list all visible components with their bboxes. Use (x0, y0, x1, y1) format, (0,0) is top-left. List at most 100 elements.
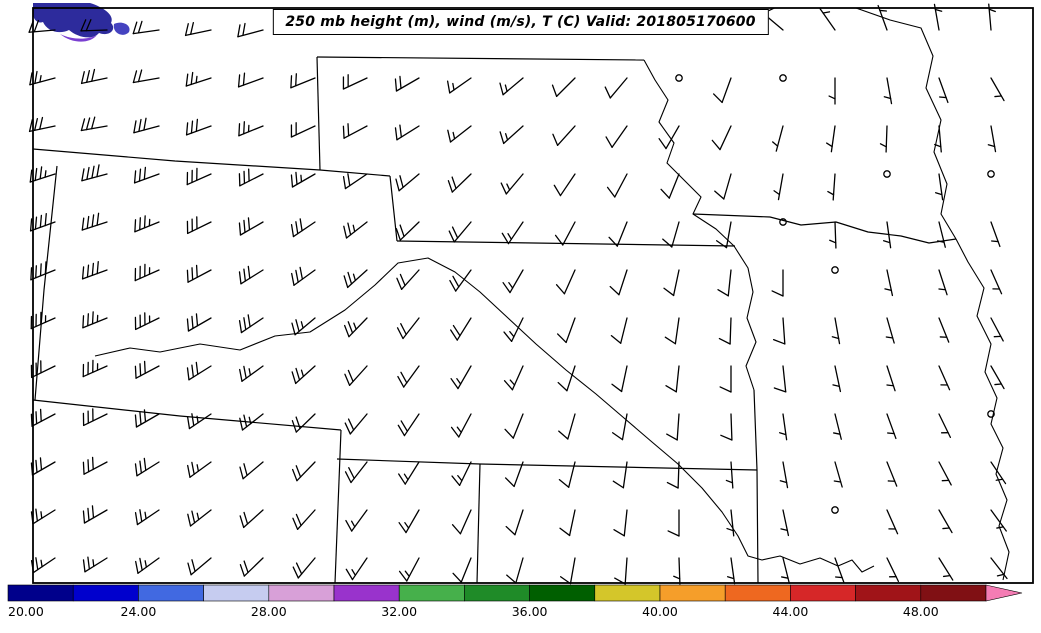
colorbar-segment-34 (464, 584, 530, 602)
wind-barb (499, 125, 524, 145)
state-boundary-co-ks-west (334, 429, 342, 584)
wind-barb (238, 314, 264, 334)
wind-barb (829, 221, 837, 249)
wind-barb (237, 22, 264, 38)
wind-barb (658, 125, 680, 150)
colorbar-segment-38 (594, 584, 661, 602)
wind-barb (290, 218, 316, 238)
wind-barb (80, 116, 108, 132)
wind-barb (937, 221, 946, 248)
wind-barb (343, 317, 368, 338)
wind-barb (135, 557, 160, 574)
wind-barb (30, 557, 56, 574)
wind-barb (290, 171, 316, 188)
wind-barb (134, 509, 160, 526)
wind-barb (827, 173, 836, 201)
wind-barb (612, 413, 628, 441)
wind-barb (877, 4, 888, 31)
wind-barb (504, 461, 524, 488)
wind-barb (505, 509, 524, 536)
wind-barb (667, 509, 680, 537)
wind-barb (990, 461, 1007, 485)
wind-barb (990, 317, 1004, 342)
wind-barb (833, 413, 842, 440)
wind-barb (987, 125, 997, 153)
wind-barb (81, 212, 108, 231)
wind-barb (134, 360, 160, 379)
wind-barb (556, 317, 576, 344)
wind-barb (447, 173, 472, 193)
wind-barb (558, 413, 576, 440)
wind-barb (344, 365, 368, 386)
wind-barb (184, 21, 212, 37)
wind-barb (82, 311, 108, 329)
wind-barb (290, 122, 316, 138)
wind-barb (397, 413, 420, 437)
wind-barb (559, 509, 576, 537)
wind-barb (187, 557, 212, 576)
wind-barb (990, 509, 1007, 532)
map-frame (32, 7, 1034, 584)
wind-barb (499, 77, 524, 96)
calm-circle (779, 218, 787, 226)
wind-barb (291, 413, 316, 433)
wind-barb (239, 413, 264, 431)
wind-barb (665, 365, 680, 393)
wind-barb (450, 413, 472, 438)
wind-barb (238, 265, 264, 285)
wind-barb (451, 509, 472, 535)
wind-barb (725, 461, 734, 489)
wind-barb (186, 264, 212, 283)
wind-barb (447, 125, 472, 143)
wind-barb (771, 125, 784, 152)
wind-barb (292, 509, 316, 530)
wind-barb (448, 221, 472, 243)
wind-barb (605, 125, 628, 148)
state-boundary-nd-sd (316, 56, 645, 61)
wind-barb (398, 461, 420, 485)
wind-barb (398, 557, 420, 582)
wind-barb (186, 361, 212, 381)
state-boundary-mt-sd (316, 56, 321, 171)
wind-barb (28, 19, 56, 33)
wind-barb (29, 212, 56, 232)
wind-barb (342, 173, 368, 190)
wind-barb (186, 313, 212, 332)
state-boundary-wy-ne-corner (319, 169, 391, 177)
state-boundary-ne-ks (396, 240, 736, 247)
colorbar-segment-28 (268, 584, 335, 602)
wind-barb (883, 221, 892, 249)
wind-barb (343, 269, 368, 289)
wind-barb (82, 505, 108, 524)
wind-barb (609, 269, 628, 296)
wind-barb (30, 408, 56, 427)
wind-barb (938, 413, 952, 439)
wind-barb (938, 557, 954, 581)
wind-barb (29, 70, 56, 86)
wind-barb (30, 261, 56, 281)
calm-circle (831, 266, 839, 274)
state-boundary-wy-co-north (32, 399, 342, 431)
wind-barb (990, 77, 1005, 102)
wind-barb (558, 461, 576, 488)
colorbar-segment-26 (203, 584, 270, 602)
wind-barb (612, 461, 628, 489)
wind-barb (938, 509, 953, 534)
wind-barb (990, 269, 1003, 295)
wind-barb (396, 269, 420, 290)
colorbar-label: 20.00 (8, 604, 44, 619)
wind-barb (450, 365, 472, 390)
colorbar-segment-22 (72, 584, 139, 602)
wind-barb (883, 77, 893, 105)
wind-barb (134, 312, 160, 331)
wind-barb (712, 77, 732, 104)
wind-barb (604, 77, 628, 99)
colorbar-label: 24.00 (121, 604, 157, 619)
wind-barb (613, 509, 628, 537)
wind-barb (397, 365, 420, 388)
wind-barb (988, 3, 996, 31)
state-boundary-ia-mo (692, 213, 957, 244)
wind-barb (717, 269, 732, 297)
wind-barb (551, 77, 576, 98)
